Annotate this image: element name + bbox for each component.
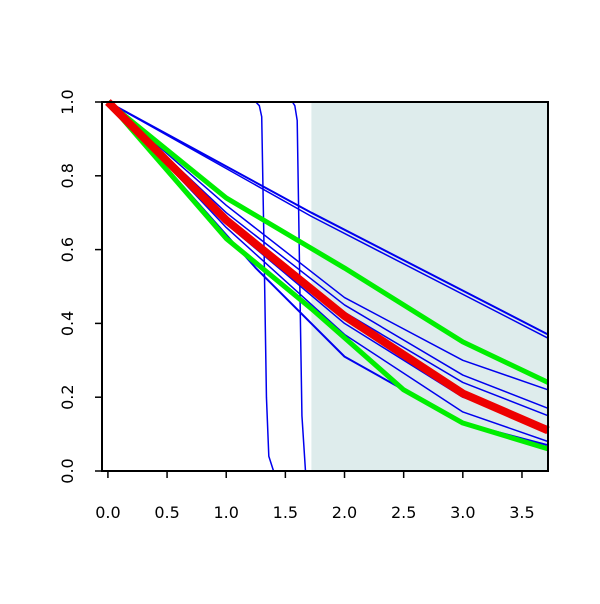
series-line-12	[106, 100, 549, 452]
x-tick-label: 2.0	[332, 503, 357, 522]
x-tick-label: 2.5	[391, 503, 416, 522]
series-line-3	[107, 101, 549, 391]
y-axis: 0.0 0.2 0.4 0.6 0.8 1.0	[58, 89, 102, 484]
y-tick-label: 0.8	[58, 163, 77, 188]
y-tick-label: 0.6	[58, 237, 77, 262]
x-tick-label: 1.0	[213, 503, 238, 522]
series-line-1	[107, 101, 549, 336]
series-line-2	[107, 101, 549, 339]
x-tick-label: 1.5	[273, 503, 298, 522]
x-axis: 0.0 0.5 1.0 1.5 2.0 2.5 3.0 3.5	[95, 471, 535, 522]
y-tick-label: 0.0	[58, 458, 77, 483]
x-tick-label: 0.0	[95, 503, 120, 522]
series-line-11	[106, 100, 550, 385]
y-tick-label: 0.4	[58, 311, 77, 336]
y-tick-label: 0.2	[58, 384, 77, 409]
plot-frame	[101, 101, 549, 472]
x-tick-label: 0.5	[154, 503, 179, 522]
series-line-13	[105, 99, 550, 435]
series-lines-group	[105, 99, 550, 472]
x-tick-label: 3.0	[450, 503, 475, 522]
y-tick-label: 1.0	[58, 89, 77, 114]
x-tick-label: 3.5	[509, 503, 534, 522]
